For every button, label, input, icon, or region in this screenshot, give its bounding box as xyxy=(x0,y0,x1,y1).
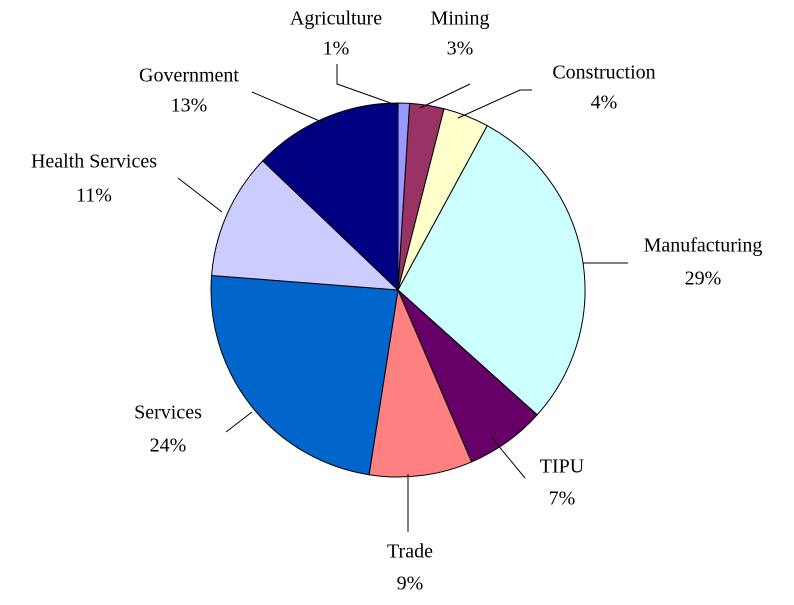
leader-line xyxy=(457,89,532,119)
value-label: 1% xyxy=(323,38,350,60)
value-label: 29% xyxy=(685,268,722,290)
value-label: 11% xyxy=(76,185,112,207)
pie-slice xyxy=(211,160,400,291)
slice-label: Services xyxy=(134,402,202,424)
leader-line xyxy=(336,64,400,107)
leader-line xyxy=(419,83,471,109)
pie-slice xyxy=(368,288,473,478)
slice-label: Mining xyxy=(431,8,490,30)
slice-label: Manufacturing xyxy=(644,235,763,257)
slice-label: Construction xyxy=(552,62,655,84)
leader-line xyxy=(491,437,526,479)
slice-label: Agriculture xyxy=(290,8,382,30)
pie-slice xyxy=(397,125,586,416)
slice-label: Government xyxy=(139,65,239,87)
slice-label: Health Services xyxy=(31,151,157,173)
value-label: 24% xyxy=(150,435,187,457)
slice-label: Trade xyxy=(387,541,433,563)
pie-slice xyxy=(210,274,399,476)
leader-line xyxy=(177,177,223,213)
value-label: 9% xyxy=(397,573,424,595)
value-label: 7% xyxy=(549,488,576,510)
value-label: 13% xyxy=(171,95,208,117)
value-label: 3% xyxy=(447,38,474,60)
pie-slice xyxy=(262,102,399,292)
leader-line xyxy=(225,411,253,433)
slice-label: TIPU xyxy=(540,456,585,478)
value-label: 4% xyxy=(591,92,618,114)
leader-line xyxy=(251,91,323,123)
